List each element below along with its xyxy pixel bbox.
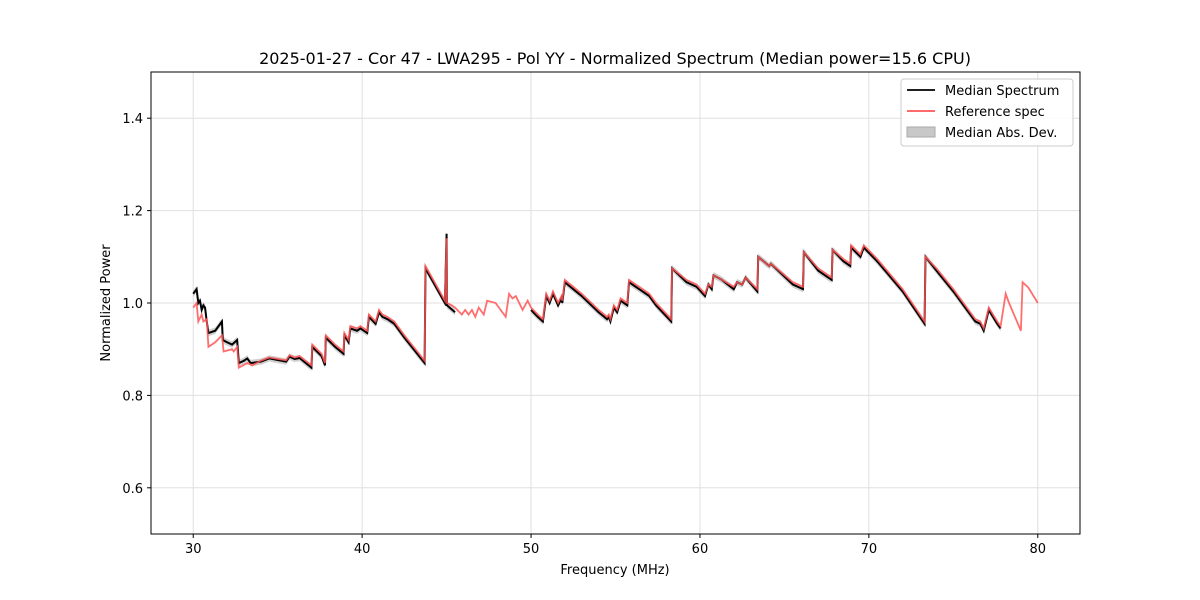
- legend-mad-label: Median Abs. Dev.: [945, 126, 1057, 141]
- y-axis-label: Normalized Power: [99, 244, 114, 362]
- legend-reference-label: Reference spec: [945, 105, 1045, 120]
- y-tick-label: 0.8: [122, 389, 143, 404]
- x-tick-label: 70: [861, 542, 878, 557]
- legend-mad-swatch: [906, 126, 936, 138]
- legend-median-label: Median Spectrum: [945, 84, 1059, 99]
- legend-box: [900, 78, 1074, 147]
- x-tick-label: 60: [692, 542, 709, 557]
- x-axis-label: Frequency (MHz): [560, 563, 669, 578]
- x-tick-label: 50: [523, 542, 540, 557]
- reference-spectrum-line: [192, 238, 1039, 370]
- y-tick-label: 1.2: [122, 205, 143, 220]
- chart-title: 2025-01-27 - Cor 47 - LWA295 - Pol YY - …: [259, 49, 971, 68]
- x-tick-label: 40: [354, 542, 371, 557]
- y-tick-label: 1.0: [122, 297, 143, 312]
- x-tick-label: 30: [185, 542, 202, 557]
- x-tick-label: 80: [1029, 542, 1046, 557]
- y-tick-label: 1.4: [122, 112, 143, 127]
- y-tick-label: 0.6: [122, 482, 143, 497]
- mad-band: [531, 244, 1001, 334]
- median-spectrum-line: [192, 233, 456, 370]
- legend: Median Spectrum Reference spec Median Ab…: [900, 78, 1074, 147]
